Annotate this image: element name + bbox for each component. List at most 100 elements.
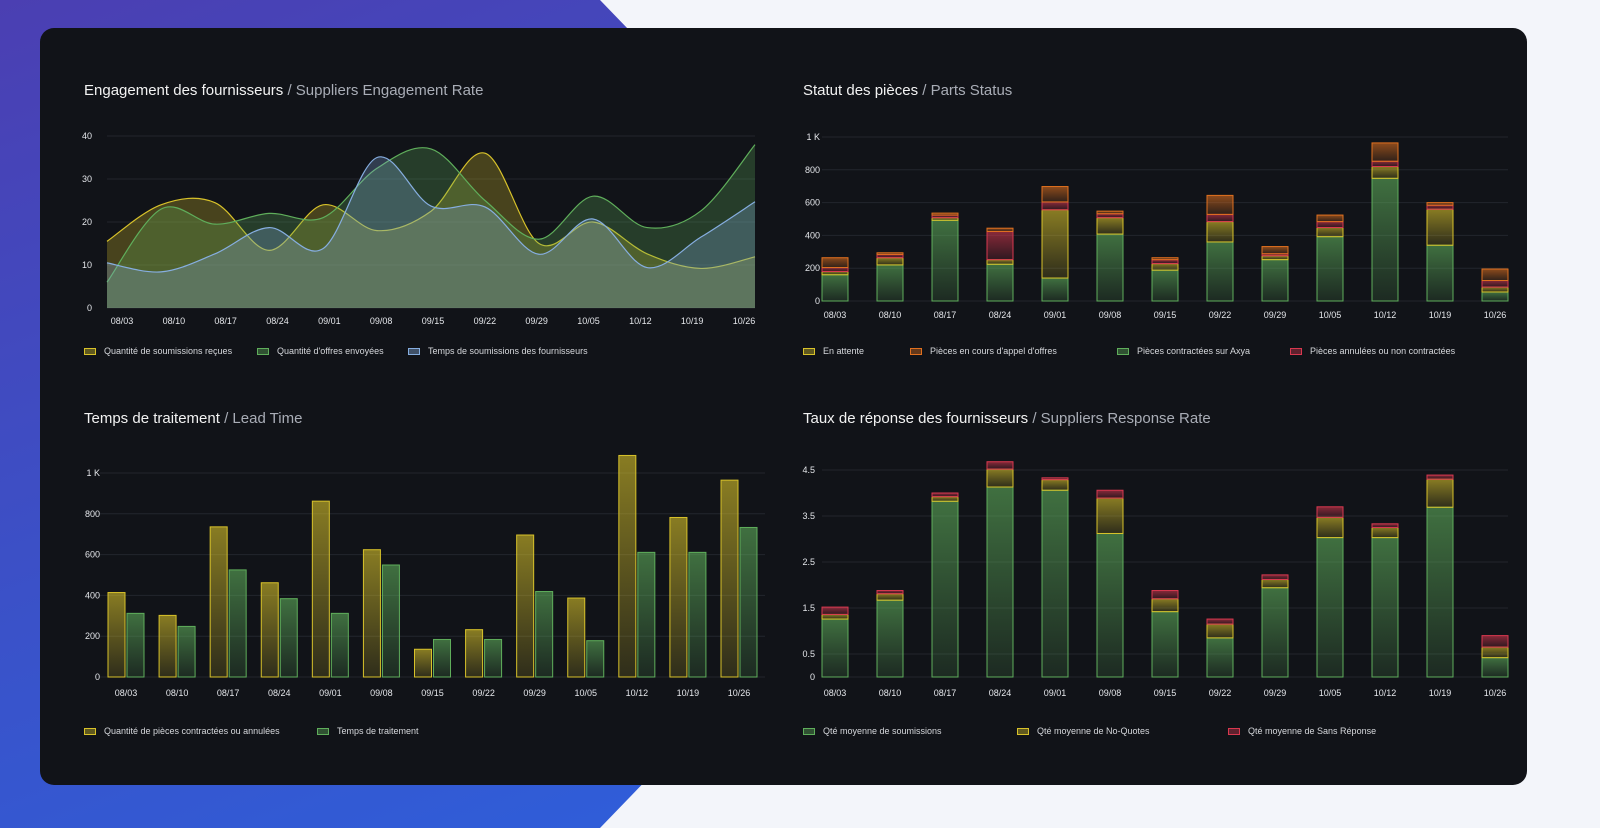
legend-item[interactable]: Pièces contractées sur Axya [1117,346,1250,356]
bar-segment-green[interactable] [1206,637,1234,678]
bar-segment-orange[interactable] [821,257,849,269]
bar-yellow[interactable] [362,549,381,678]
legend-item[interactable]: Pièces annulées ou non contractées [1290,346,1455,356]
bar-segment-yellow[interactable] [1371,166,1399,179]
bar-green[interactable] [126,612,145,678]
bar-segment-red[interactable] [1151,259,1179,265]
bar-green[interactable] [330,612,349,678]
bar-yellow[interactable] [618,454,637,678]
bar-segment-yellow[interactable] [1041,209,1069,279]
bar-green[interactable] [484,638,503,678]
bar-segment-yellow[interactable] [1481,286,1509,293]
bar-segment-green[interactable] [1096,532,1124,678]
legend-item[interactable]: Qté moyenne de soumissions [803,726,942,736]
bar-green[interactable] [381,564,400,678]
bar-segment-orange[interactable] [931,212,959,216]
legend-item[interactable]: Pièces en cours d'appel d'offres [910,346,1057,356]
bar-green[interactable] [637,551,656,678]
line-green[interactable] [106,144,756,283]
bar-segment-green[interactable] [1151,611,1179,678]
bar-segment-orange[interactable] [1481,268,1509,281]
bar-segment-red[interactable] [1206,213,1234,223]
bar-green[interactable] [177,625,196,678]
bar-yellow[interactable] [516,534,535,678]
bar-segment-green[interactable] [931,219,959,302]
bar-segment-yellow[interactable] [821,613,849,620]
bar-segment-green[interactable] [1481,657,1509,678]
line-blue[interactable] [106,156,756,273]
bar-segment-red[interactable] [1426,204,1454,210]
bar-yellow[interactable] [158,614,177,678]
bar-segment-red[interactable] [1096,213,1124,219]
bar-green[interactable] [586,640,605,678]
bar-segment-yellow[interactable] [1426,478,1454,508]
bar-segment-green[interactable] [1041,277,1069,302]
bar-segment-green[interactable] [1041,489,1069,678]
bar-segment-orange[interactable] [876,252,904,255]
bar-green[interactable] [279,598,298,678]
bar-segment-orange[interactable] [1096,210,1124,215]
bar-green[interactable] [739,526,758,678]
bar-segment-yellow[interactable] [1316,516,1344,539]
bar-segment-red[interactable] [1206,618,1234,625]
bar-segment-green[interactable] [1426,244,1454,302]
bar-segment-yellow[interactable] [1371,527,1399,539]
legend-item[interactable]: Temps de traitement [317,726,419,736]
bar-segment-green[interactable] [821,618,849,678]
bar-segment-yellow[interactable] [986,259,1014,265]
bar-segment-red[interactable] [931,492,959,498]
bar-segment-green[interactable] [1371,537,1399,678]
bar-segment-green[interactable] [986,263,1014,302]
bar-segment-green[interactable] [1261,587,1289,678]
bar-segment-green[interactable] [1426,506,1454,678]
bar-segment-red[interactable] [1041,477,1069,481]
bar-segment-red[interactable] [876,590,904,595]
bar-segment-green[interactable] [986,486,1014,678]
bar-segment-red[interactable] [1481,635,1509,648]
bar-segment-orange[interactable] [1041,186,1069,203]
bar-segment-green[interactable] [1481,291,1509,302]
bar-segment-orange[interactable] [1206,194,1234,215]
bar-segment-yellow[interactable] [876,257,904,266]
bar-green[interactable] [433,638,451,678]
bar-segment-red[interactable] [986,230,1014,261]
bar-segment-red[interactable] [1041,201,1069,211]
legend-item[interactable]: Quantité de soumissions reçues [84,346,232,356]
bar-segment-red[interactable] [1371,160,1399,168]
bar-segment-green[interactable] [1206,241,1234,302]
bar-segment-red[interactable] [1096,489,1124,499]
bar-yellow[interactable] [260,582,279,678]
bar-segment-red[interactable] [1481,280,1509,288]
bar-segment-red[interactable] [1371,523,1399,529]
bar-segment-yellow[interactable] [1261,578,1289,589]
bar-yellow[interactable] [465,629,484,678]
bar-yellow[interactable] [107,592,126,678]
bar-segment-green[interactable] [821,274,849,302]
bar-yellow[interactable] [311,500,330,678]
legend-item[interactable]: Qté moyenne de Sans Réponse [1228,726,1376,736]
bar-yellow[interactable] [567,597,586,678]
bar-segment-yellow[interactable] [1206,623,1234,639]
bar-yellow[interactable] [414,648,432,678]
bar-segment-red[interactable] [821,267,849,272]
line-yellow[interactable] [106,152,756,270]
bar-segment-red[interactable] [986,461,1014,470]
bar-segment-yellow[interactable] [1151,263,1179,271]
bar-segment-orange[interactable] [1371,142,1399,162]
bar-segment-green[interactable] [1261,259,1289,302]
bar-segment-yellow[interactable] [1261,255,1289,261]
bar-segment-green[interactable] [1151,269,1179,302]
bar-segment-yellow[interactable] [986,468,1014,488]
bar-segment-red[interactable] [1261,574,1289,580]
bar-segment-yellow[interactable] [1481,646,1509,659]
bar-segment-yellow[interactable] [1096,497,1124,534]
bar-segment-yellow[interactable] [876,593,904,601]
bar-segment-green[interactable] [876,264,904,302]
bar-segment-orange[interactable] [1151,257,1179,261]
bar-segment-yellow[interactable] [931,496,959,502]
bar-green[interactable] [688,551,707,678]
bar-segment-green[interactable] [876,599,904,678]
legend-item[interactable]: Temps de soumissions des fournisseurs [408,346,588,356]
bar-segment-green[interactable] [1316,537,1344,678]
legend-item[interactable]: En attente [803,346,864,356]
